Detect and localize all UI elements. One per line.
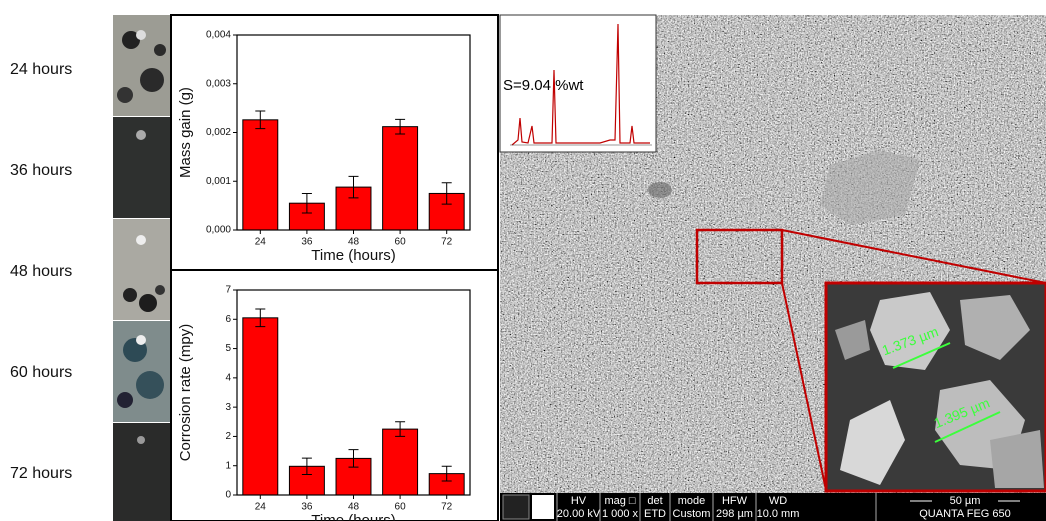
bar bbox=[242, 119, 279, 231]
x-tick-label: 72 bbox=[441, 237, 453, 248]
scale-bg bbox=[932, 494, 998, 507]
info-value: 10.0 mm bbox=[757, 508, 800, 520]
error-bar bbox=[395, 118, 406, 135]
x-tick-label: 48 bbox=[348, 502, 360, 513]
y-tick-label: 0,001 bbox=[206, 176, 231, 187]
y-tick-label: 0,004 bbox=[206, 30, 231, 41]
y-axis-label: Corrosion rate (mpy) bbox=[177, 324, 194, 462]
y-tick-label: 1 bbox=[225, 460, 231, 471]
logo bbox=[532, 495, 554, 519]
y-tick-label: 5 bbox=[225, 343, 231, 354]
info-label: mag □ bbox=[604, 495, 635, 507]
info-label: HFW bbox=[722, 495, 748, 507]
eds-inset bbox=[499, 14, 657, 153]
error-bar bbox=[255, 110, 266, 130]
y-tick-label: 0,003 bbox=[206, 78, 231, 89]
bar bbox=[382, 126, 419, 231]
instrument: QUANTA FEG 650 bbox=[919, 508, 1011, 520]
info-value: Custom bbox=[673, 508, 711, 520]
x-tick-label: 24 bbox=[255, 502, 267, 513]
info-label: mode bbox=[678, 495, 706, 507]
info-label: HV bbox=[571, 495, 587, 507]
y-tick-label: 0 bbox=[225, 490, 231, 501]
y-axis-label: Mass gain (g) bbox=[177, 87, 194, 178]
eds-label: S=9.04 %wt bbox=[503, 77, 584, 94]
error-bar bbox=[441, 182, 452, 205]
x-tick-label: 36 bbox=[301, 237, 313, 248]
y-tick-label: 0,000 bbox=[206, 225, 231, 236]
error-bar bbox=[348, 449, 359, 468]
info-value: 298 µm bbox=[716, 508, 753, 520]
error-bar bbox=[255, 308, 266, 328]
zoom-connector bbox=[781, 229, 1046, 284]
logo bbox=[502, 494, 530, 520]
row-label: 36 hours bbox=[10, 162, 72, 179]
x-tick-label: 48 bbox=[348, 237, 360, 248]
y-tick-label: 4 bbox=[225, 372, 231, 383]
zoom-connector bbox=[781, 282, 827, 491]
error-bar bbox=[395, 421, 406, 437]
x-tick-label: 24 bbox=[255, 237, 267, 248]
zoom-region bbox=[695, 228, 784, 285]
y-tick-label: 2 bbox=[225, 431, 231, 442]
info-label: WD bbox=[769, 495, 787, 507]
plot-frame bbox=[236, 34, 471, 231]
plot-frame bbox=[236, 289, 471, 496]
error-bar bbox=[348, 175, 359, 199]
x-tick-label: 72 bbox=[441, 502, 453, 513]
x-tick-label: 60 bbox=[395, 237, 407, 248]
info-label: det bbox=[647, 495, 662, 507]
row-label: 48 hours bbox=[10, 263, 72, 280]
row-label: 60 hours bbox=[10, 364, 72, 381]
info-value: 1 000 x bbox=[602, 508, 639, 520]
x-axis-label: Time (hours) bbox=[311, 512, 395, 521]
y-tick-label: 7 bbox=[225, 285, 231, 296]
info-value: 20.00 kV bbox=[557, 508, 601, 520]
row-label: 24 hours bbox=[10, 61, 72, 78]
scale-label: 50 µm bbox=[950, 495, 981, 507]
zoom-inset bbox=[824, 281, 1046, 493]
x-tick-label: 60 bbox=[395, 502, 407, 513]
bar bbox=[382, 428, 419, 496]
x-axis-label: Time (hours) bbox=[311, 247, 395, 264]
error-bar bbox=[301, 457, 312, 475]
x-tick-label: 36 bbox=[301, 502, 313, 513]
info-value: ETD bbox=[644, 508, 666, 520]
bar bbox=[242, 317, 279, 496]
sample-photos bbox=[113, 15, 170, 521]
row-label: 72 hours bbox=[10, 465, 72, 482]
y-tick-label: 6 bbox=[225, 314, 231, 325]
error-bar bbox=[301, 192, 312, 214]
y-tick-label: 0,002 bbox=[206, 127, 231, 138]
eds-spectrum bbox=[511, 23, 650, 146]
error-bar bbox=[441, 465, 452, 482]
y-tick-label: 3 bbox=[225, 402, 231, 413]
